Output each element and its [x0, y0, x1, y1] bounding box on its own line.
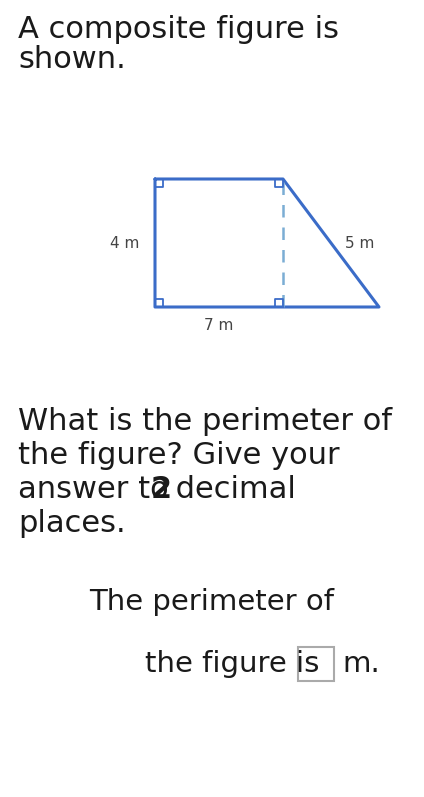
Text: the figure is: the figure is: [145, 650, 319, 678]
Text: 5 m: 5 m: [345, 235, 374, 250]
Text: answer to: answer to: [18, 475, 179, 504]
Text: shown.: shown.: [18, 45, 126, 74]
Text: places.: places.: [18, 509, 126, 538]
Text: 7 m: 7 m: [204, 317, 234, 332]
Text: 2: 2: [151, 475, 172, 504]
Text: The perimeter of: The perimeter of: [89, 588, 335, 616]
Text: m.: m.: [342, 650, 380, 678]
Text: What is the perimeter of: What is the perimeter of: [18, 407, 392, 436]
Text: the figure? Give your: the figure? Give your: [18, 441, 340, 470]
FancyBboxPatch shape: [298, 647, 334, 681]
Text: 4 m: 4 m: [110, 235, 139, 250]
Text: decimal: decimal: [166, 475, 296, 504]
Text: A composite figure is: A composite figure is: [18, 15, 339, 44]
